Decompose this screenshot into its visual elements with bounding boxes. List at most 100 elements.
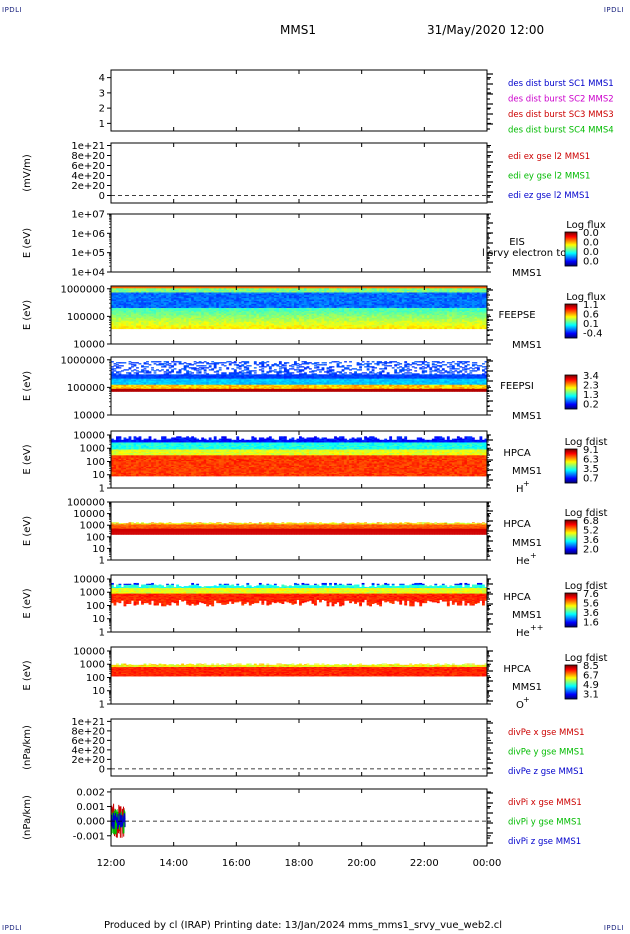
ytick-label-hpca_he: 1 <box>99 556 105 567</box>
ylabel-hpca_he: E (eV) <box>22 516 33 546</box>
sc-label-feepsi: MMS1 <box>512 411 542 422</box>
xtick-label: 00:00 <box>473 858 502 869</box>
ytick-label-hpca_h: 1 <box>99 484 105 495</box>
ytick-label-eis: 1e+04 <box>71 268 105 279</box>
ylabel-divpi: (nPa/km) <box>22 795 33 840</box>
xtick-label: 12:00 <box>97 858 126 869</box>
ytick-label-edi: 0 <box>99 191 105 202</box>
spectrogram-hpca_hepp <box>111 583 487 606</box>
ytick-label-hpca_h: 100 <box>86 457 105 468</box>
ylabel-edi: (mV/m) <box>22 154 33 192</box>
xtick-label: 14:00 <box>159 858 188 869</box>
ytick-label-hpca_o: 1 <box>99 700 105 711</box>
ytick-label-burst: 1 <box>99 119 105 130</box>
colorbar-value-hpca_o: 3.1 <box>583 690 599 701</box>
spectrogram-hpca_o <box>111 664 487 677</box>
colorbar-value-hpca_hepp: 1.6 <box>583 618 599 629</box>
species-label-hpca_hepp: He <box>516 628 530 639</box>
ytick-label-hpca_hepp: 10000 <box>73 574 105 585</box>
ylabel-feepsi: E (eV) <box>22 371 33 401</box>
instrument-label-eis: EIS <box>509 237 525 248</box>
legend-divpe-2: divPe z gse MMS1 <box>508 767 584 777</box>
divpi-traces <box>111 804 125 838</box>
ytick-label-hpca_he: 1000 <box>80 521 105 532</box>
charge-label-hpca_h: + <box>523 479 530 488</box>
frame-divpe <box>111 719 487 776</box>
species-label-hpca_he: He <box>516 556 530 567</box>
instrument-label-hpca_o: HPCA <box>503 664 531 675</box>
ytick-label-hpca_h: 10 <box>92 470 105 481</box>
ytick-label-burst: 3 <box>99 88 105 99</box>
ytick-label-divpi: 0.000 <box>76 817 105 828</box>
instrument-label-hpca_he: HPCA <box>503 519 531 530</box>
spectrogram-feepsi <box>111 361 487 392</box>
frame-edi <box>111 143 487 203</box>
xtick-label: 20:00 <box>347 858 376 869</box>
legend-burst-0: des dist burst SC1 MMS1 <box>508 79 614 89</box>
panel-divpi: 0.002 0.001 0.000 -0.001 (nPa/km) divPi x gse… <box>22 787 582 847</box>
ytick-label-burst: 4 <box>99 73 105 84</box>
panel-feepsi: 1000000 100000 10000 E (eV) FEEPSI MMS1 3.42.3… <box>22 355 599 422</box>
corner-label-bottom-left: IPDLI <box>2 924 22 932</box>
ytick-label-hpca_hepp: 1 <box>99 628 105 639</box>
ylabel-hpca_hepp: E (eV) <box>22 588 33 618</box>
ytick-label-hpca_he: 10 <box>92 544 105 555</box>
ytick-label-eis: 1e+07 <box>71 210 105 221</box>
colorbar-feepsi: 3.42.31.30.2 <box>565 371 599 411</box>
sc-label-hpca_hepp: MMS1 <box>512 610 542 621</box>
ytick-label-divpi: 0.002 <box>76 787 105 798</box>
sc-label-eis: MMS1 <box>512 268 542 279</box>
ytick-label-divpi: 0.001 <box>76 802 105 813</box>
ylabel-hpca_h: E (eV) <box>22 444 33 474</box>
ylabel-hpca_o: E (eV) <box>22 660 33 690</box>
sc-label-hpca_h: MMS1 <box>512 466 542 477</box>
instrument-label-hpca_hepp: HPCA <box>503 592 531 603</box>
charge-label-hpca_hepp: ++ <box>530 623 543 632</box>
ylabel-divpe: (nPa/km) <box>22 725 33 770</box>
ytick-label-feepsi: 1000000 <box>60 355 105 366</box>
legend-divpe-1: divPe y gse MMS1 <box>508 748 585 758</box>
legend-edi-0: edi ex gse l2 MMS1 <box>508 152 590 162</box>
ytick-label-hpca_o: 10 <box>92 686 105 697</box>
ytick-label-hpca_h: 10000 <box>73 430 105 441</box>
ytick-label-hpca_he: 100000 <box>67 498 105 509</box>
ytick-label-feepsi: 100000 <box>67 383 105 394</box>
ytick-label-feepsi: 10000 <box>73 411 105 422</box>
instrument-label-feepsi: FEEPSI <box>500 381 534 392</box>
legend-burst-3: des dist burst SC4 MMS4 <box>508 126 614 136</box>
colorbar-value-eis: 0.0 <box>583 257 599 268</box>
ytick-label-eis: 1e+06 <box>71 229 105 240</box>
legend-divpi-0: divPi x gse MMS1 <box>508 798 582 808</box>
instrument-label-feepse: FEEPSE <box>498 310 535 321</box>
ytick-label-hpca_he: 100 <box>86 532 105 543</box>
ylabel-feepse: E (eV) <box>22 300 33 330</box>
legend-divpi-2: divPi z gse MMS1 <box>508 837 581 847</box>
ytick-label-hpca_h: 1000 <box>80 444 105 455</box>
colorbar-value-feepse: -0.4 <box>583 329 603 340</box>
sc-label-hpca_o: MMS1 <box>512 682 542 693</box>
ylabel-eis: E (eV) <box>22 228 33 258</box>
frame-eis <box>111 214 487 272</box>
xtick-label: 22:00 <box>410 858 439 869</box>
xtick-label: 18:00 <box>285 858 314 869</box>
spectrogram-feepse <box>111 287 487 330</box>
ytick-label-hpca_hepp: 10 <box>92 614 105 625</box>
legend-burst-2: des dist burst SC3 MMS3 <box>508 110 614 120</box>
ytick-label-feepse: 1000000 <box>60 284 105 295</box>
ytick-label-divpi: -0.001 <box>73 831 105 842</box>
xtick-label: 16:00 <box>222 858 251 869</box>
spectrogram-hpca_h <box>111 436 487 476</box>
colorbar-value-feepsi: 0.2 <box>583 400 599 411</box>
